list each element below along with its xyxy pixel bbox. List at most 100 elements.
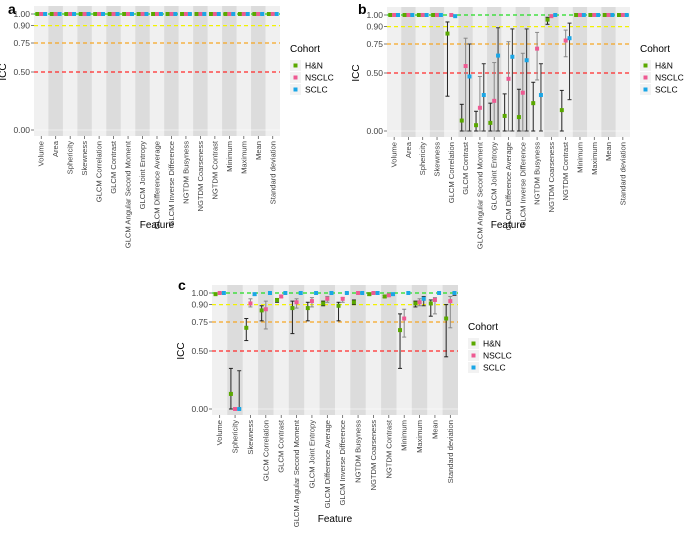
data-point-hnn [382,294,387,299]
legend: Cohort H&N NSCLC SCLC [290,44,334,95]
data-point-nsclc [169,12,174,16]
data-point-hnn [367,292,372,297]
data-point-nsclc [417,300,422,305]
feature-band [544,7,559,137]
x-axis-title: Feature [140,220,175,231]
feature-band [120,6,136,136]
data-point-sclc [438,13,443,17]
x-tick-label: GLCM Joint Entropy [307,420,316,489]
x-tick-label: Minimum [400,420,409,451]
legend-swatch [643,63,648,68]
panel-label: a [8,1,16,17]
x-tick-label: NGTDM Coarseness [547,142,556,213]
panel-label: b [358,1,367,17]
data-point-sclc [596,13,601,17]
data-point-hnn [93,12,98,16]
data-point-nsclc [263,307,268,312]
legend-swatch [471,353,476,358]
data-point-nsclc [53,12,58,16]
data-point-hnn [402,13,407,17]
x-tick-label: Minimum [225,141,234,172]
x-tick-label: GLCM Angular Second Moment [124,140,133,248]
data-point-nsclc [549,14,554,19]
feature-band [601,7,616,137]
feature-band [401,7,416,137]
feature-band [222,6,237,136]
x-tick-label: GLCM Difference Average [323,420,332,508]
feature-band [34,6,49,136]
x-tick-label: Skewness [246,420,255,455]
data-point-hnn [602,13,607,17]
x-tick-label: Minimum [575,142,584,173]
data-point-sclc [237,407,242,411]
data-point-sclc [267,291,272,295]
data-point-sclc [298,291,303,295]
panel-b: 0.00 0.50 0.75 0.90 1.00 ICC Volume Area Spheric… [351,1,684,249]
data-point-hnn [413,301,418,306]
x-tick-label: Standard deviation [618,142,627,205]
panel-c: 0.00 0.50 0.75 0.90 1.00 ICC Volume Sphericity S… [176,277,512,527]
data-point-nsclc [420,13,425,17]
feature-band [615,7,630,137]
x-tick-label: Sphericity [66,141,75,175]
data-point-sclc [496,53,501,58]
data-point-sclc [72,12,77,16]
data-point-sclc [202,12,207,16]
data-point-sclc [510,54,515,59]
x-tick-label: Maximum [415,420,424,453]
feature-band [178,6,194,136]
legend-title: Cohort [468,322,498,333]
y-tick-label: 0.90 [13,21,30,31]
x-tick-label: GLCM Correlation [447,142,456,203]
y-tick-label: 0.50 [366,68,383,78]
x-axis-title: Feature [491,220,526,231]
feature-band [415,7,430,137]
data-point-sclc [624,13,629,17]
data-point-nsclc [340,296,345,301]
data-point-hnn [151,12,156,16]
x-tick-label: GLCM Joint Entropy [490,142,499,211]
data-point-nsclc [256,12,261,16]
data-point-sclc [260,12,265,16]
data-point-nsclc [506,76,511,81]
data-point-hnn [588,13,593,17]
data-point-hnn [252,12,257,16]
data-point-hnn [305,306,310,311]
data-point-hnn [488,120,493,125]
data-point-hnn [321,301,326,306]
data-point-sclc [344,291,349,295]
x-tick-label: Sphericity [418,142,427,176]
x-tick-label: Sphericity [231,420,240,454]
x-tick-label: GLCM Correlation [95,141,104,202]
data-point-hnn [180,12,185,16]
legend-swatch [293,75,298,80]
data-point-hnn [213,292,218,297]
data-point-sclc [221,291,226,295]
data-point-hnn [244,325,249,330]
feature-band [587,7,602,137]
data-point-hnn [122,12,127,16]
data-point-hnn [266,12,271,16]
data-point-sclc [216,12,221,16]
legend-label: NSCLC [305,73,334,83]
y-tick-label: 0.75 [191,317,208,327]
data-point-sclc [245,12,250,16]
data-point-hnn [64,12,69,16]
data-point-nsclc [183,12,188,16]
data-point-nsclc [241,12,246,16]
data-point-sclc [410,13,415,17]
x-tick-label: GLCM Difference Average [504,142,513,230]
data-point-nsclc [227,12,232,16]
x-tick-label: Mean [430,420,439,439]
y-tick-label: 0.50 [13,67,30,77]
x-tick-label: Standard deviation [268,141,277,204]
feature-band [350,285,366,415]
data-point-nsclc [535,46,540,51]
data-point-hnn [388,13,393,17]
x-tick-label: Standard deviation [446,420,455,483]
feature-band [164,6,179,136]
x-tick-label: GLCM Angular Second Moment [292,419,301,527]
legend-label: NSCLC [483,351,512,361]
x-tick-label: NGTDM Busyness [354,420,363,483]
data-point-sclc [43,12,48,16]
